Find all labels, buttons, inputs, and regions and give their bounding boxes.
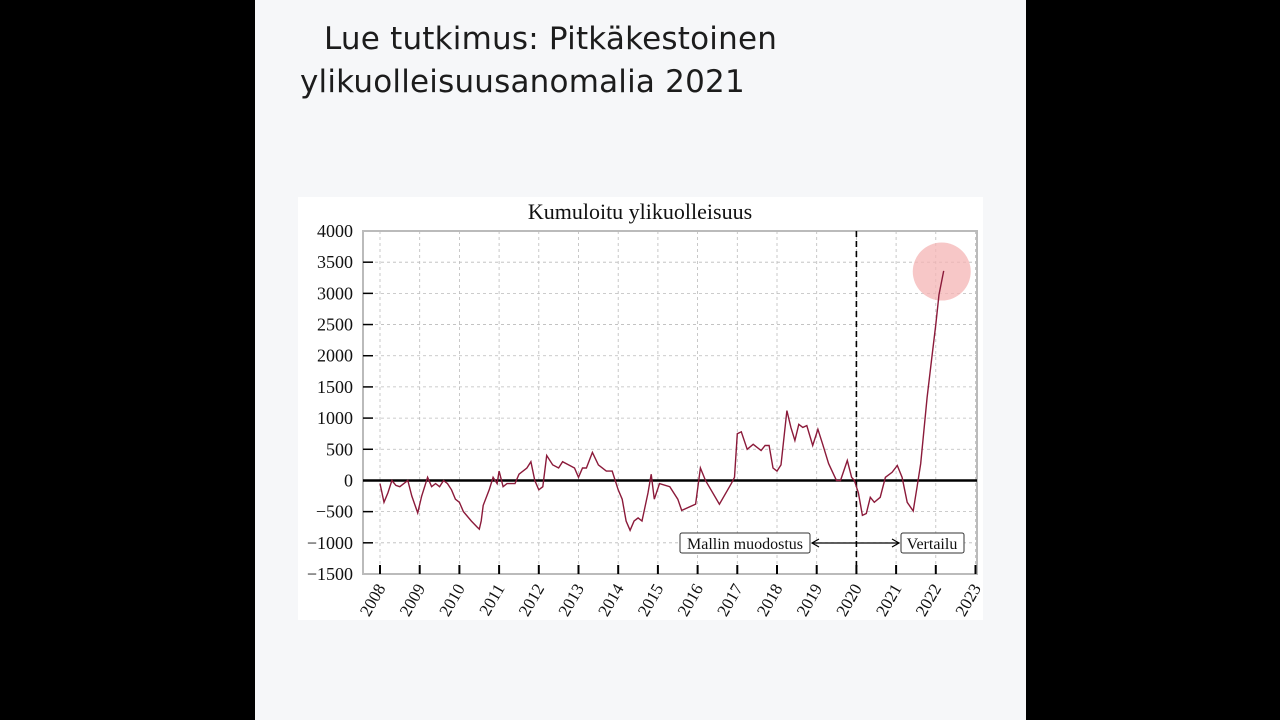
y-tick-label: 2500 xyxy=(317,315,353,335)
title-line-1: Lue tutkimus: Pitkäkestoinen xyxy=(324,21,778,57)
x-tick-label: 2009 xyxy=(396,581,429,620)
x-tick-label: 2008 xyxy=(356,581,389,620)
x-tick-label: 2015 xyxy=(634,581,667,620)
chart-svg: Kumuloitu ylikuolleisuus 4000 3500 3000 250… xyxy=(307,199,985,620)
x-tick-label: 2011 xyxy=(475,581,508,619)
y-tick-label: 1000 xyxy=(317,408,353,428)
x-tick-label: 2010 xyxy=(435,581,468,620)
x-tick-label: 2014 xyxy=(594,580,628,619)
annotation-comparison-label: Vertailu xyxy=(907,536,958,553)
x-tick-label: 2020 xyxy=(832,581,865,620)
x-tick-label: 2013 xyxy=(555,581,588,620)
x-tick-label: 2018 xyxy=(753,581,786,620)
x-tick-label: 2023 xyxy=(952,581,983,620)
y-tick-label: 2000 xyxy=(317,346,353,366)
y-tick-label: 3500 xyxy=(317,252,353,272)
y-tick-label: 0 xyxy=(344,470,353,490)
x-tick-label: 2021 xyxy=(872,581,905,620)
highlight-circle xyxy=(912,242,971,301)
chart-title: Kumuloitu ylikuolleisuus xyxy=(528,199,752,224)
chart-image: Kumuloitu ylikuolleisuus 4000 3500 3000 250… xyxy=(298,197,985,620)
x-tick-label: 2017 xyxy=(713,580,747,619)
title-line-2: ylikuolleisuusanomalia 2021 xyxy=(300,64,745,100)
page-title: Lue tutkimus: Pitkäkestoinen ylikuolleis… xyxy=(300,18,1000,104)
annotation-box-model xyxy=(679,532,811,554)
x-tick-label: 2016 xyxy=(674,581,707,620)
y-tick-label: 1500 xyxy=(317,377,353,397)
data-line xyxy=(379,270,945,533)
annotation-model-label: Mallin muodostus xyxy=(687,536,803,553)
y-tick-label: −500 xyxy=(316,502,353,522)
plot-area xyxy=(362,230,978,575)
arrow-heads xyxy=(810,538,901,548)
annotation-box-comparison xyxy=(900,532,965,554)
y-tick-label: −1000 xyxy=(307,533,353,553)
x-tick-label: 2022 xyxy=(912,581,945,620)
y-tick-label: −1500 xyxy=(307,564,353,584)
y-tick-label: 500 xyxy=(326,439,353,459)
x-tick-label: 2019 xyxy=(793,581,826,620)
y-tick-label: 4000 xyxy=(317,221,353,241)
x-tick-label: 2012 xyxy=(515,581,548,620)
y-tick-label: 3000 xyxy=(317,283,353,303)
